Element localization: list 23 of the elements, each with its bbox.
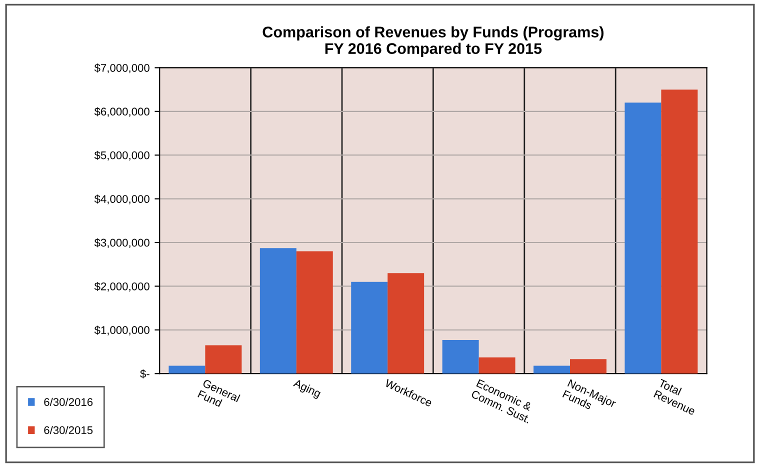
legend-label: 6/30/2016: [44, 398, 93, 406]
y-tick-label: $1,000,000: [94, 326, 150, 336]
y-tick-label: $5,000,000: [94, 150, 150, 161]
y-tick-label: $3,000,000: [94, 238, 150, 248]
bar: [661, 90, 698, 374]
y-tick-label: $2,000,000: [94, 282, 150, 292]
bar: [478, 357, 516, 374]
bar: [260, 248, 296, 374]
bar: [442, 340, 479, 374]
bar: [624, 102, 662, 374]
bar: [388, 273, 424, 374]
chart-title: Comparison of Revenues by Funds (Programs) FY 2016 Compared to FY 2015: [262, 26, 604, 57]
bar: [168, 366, 206, 374]
bar: [570, 359, 606, 374]
bar: [205, 345, 242, 374]
y-tick-label: $4,000,000: [94, 194, 150, 204]
y-tick-label: $7,000,000: [94, 64, 150, 74]
bar: [296, 251, 333, 374]
bar: [351, 282, 388, 374]
y-tick-label: $6,000,000: [94, 107, 150, 117]
bar: [534, 366, 570, 374]
legend-label: 6/30/2015: [44, 426, 93, 434]
y-tick-label: $-: [140, 369, 150, 378]
